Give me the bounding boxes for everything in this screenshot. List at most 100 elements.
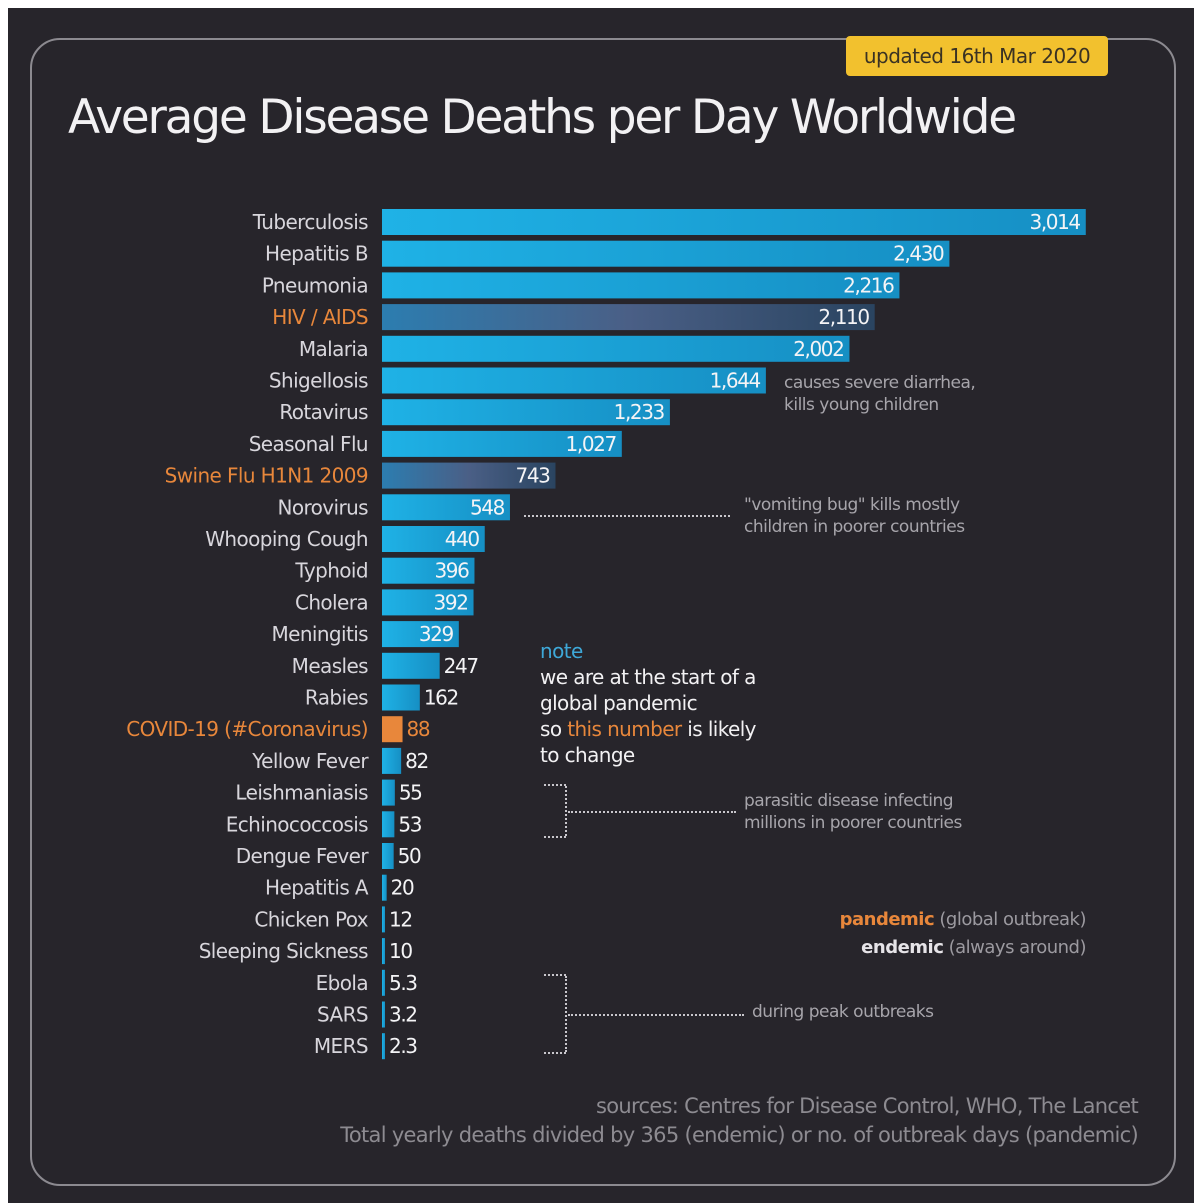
bar-cholera bbox=[382, 589, 474, 616]
bar-pneumonia bbox=[382, 272, 900, 299]
bracket-vertical bbox=[565, 786, 567, 836]
bracket-top bbox=[544, 784, 566, 786]
category-label: Pneumonia bbox=[262, 273, 368, 297]
bar-shigellosis bbox=[382, 367, 766, 394]
value-label: 329 bbox=[419, 622, 454, 646]
sources: sources: Centres for Disease Control, WH… bbox=[148, 1092, 1138, 1150]
category-label: Swine Flu H1N1 2009 bbox=[165, 464, 368, 488]
category-label: Ebola bbox=[316, 971, 368, 995]
value-label: 1,027 bbox=[566, 432, 617, 456]
bar-malaria bbox=[382, 335, 850, 362]
value-label: 55 bbox=[399, 781, 422, 805]
category-label: MERS bbox=[314, 1034, 368, 1058]
legend-endemic: endemic (always around) bbox=[768, 934, 1086, 962]
value-label: 1,233 bbox=[614, 400, 665, 424]
value-label: 2.3 bbox=[389, 1034, 417, 1058]
bar-rotavirus bbox=[382, 399, 670, 426]
parasitic-annotation: parasitic disease infecting millions in … bbox=[744, 790, 962, 834]
value-label: 2,002 bbox=[793, 337, 843, 361]
value-label: 20 bbox=[391, 876, 414, 900]
annotation-line: "vomiting bug" kills mostly bbox=[744, 495, 960, 515]
bracket-top bbox=[544, 974, 566, 976]
note-line: to change bbox=[540, 743, 635, 767]
bar-seasonal-flu bbox=[382, 430, 622, 457]
category-label: Whooping Cough bbox=[205, 527, 368, 551]
category-label: Leishmaniasis bbox=[235, 781, 368, 805]
category-label: Shigellosis bbox=[269, 369, 368, 393]
value-label: 53 bbox=[398, 812, 421, 836]
legend-endemic-key: endemic bbox=[861, 937, 944, 958]
value-label: 10 bbox=[389, 939, 412, 963]
value-label: 1,644 bbox=[710, 369, 761, 393]
category-label: Chicken Pox bbox=[254, 907, 368, 931]
category-label: Malaria bbox=[299, 337, 368, 361]
sources-note: Total yearly deaths divided by 365 (ende… bbox=[340, 1123, 1138, 1147]
note-text: is likely bbox=[681, 717, 756, 741]
value-label: 743 bbox=[516, 464, 551, 488]
bar-typhoid bbox=[382, 557, 475, 584]
value-label: 548 bbox=[470, 495, 505, 519]
bar-whooping-cough bbox=[382, 526, 485, 552]
category-label: HIV / AIDS bbox=[272, 305, 368, 329]
bar-yellow-fever bbox=[382, 747, 402, 774]
category-label: SARS bbox=[317, 1003, 368, 1027]
category-label: Rotavirus bbox=[279, 400, 368, 424]
value-label: 392 bbox=[434, 590, 468, 614]
value-label: 440 bbox=[445, 527, 480, 551]
bar-swine-flu-h1n1-2009 bbox=[382, 462, 556, 489]
value-label: 247 bbox=[444, 654, 479, 678]
parasitic-leader-line bbox=[568, 811, 736, 813]
bar-hiv-aids bbox=[382, 304, 875, 331]
bar-leishmaniasis bbox=[382, 779, 395, 806]
value-label: 396 bbox=[434, 559, 469, 583]
bar-dengue-fever bbox=[382, 843, 394, 869]
bracket-bottom bbox=[544, 1052, 566, 1054]
category-label: Echinococcosis bbox=[226, 812, 368, 836]
value-label: 3.2 bbox=[389, 1003, 417, 1027]
category-label: Meningitis bbox=[271, 622, 368, 646]
value-label: 50 bbox=[398, 844, 421, 868]
value-label: 5.3 bbox=[389, 971, 417, 995]
bar-hepatitis-b bbox=[382, 240, 950, 267]
category-label: Hepatitis A bbox=[265, 876, 369, 900]
category-label: Norovirus bbox=[277, 495, 368, 519]
chart-title: Average Disease Deaths per Day Worldwide bbox=[68, 90, 1017, 145]
bar-meningitis bbox=[382, 621, 459, 648]
bar-covid-19-coronavirus bbox=[382, 716, 403, 743]
category-label: Tuberculosis bbox=[252, 210, 368, 234]
bar-hepatitis-a bbox=[382, 874, 387, 901]
note-line: global pandemic bbox=[540, 691, 698, 715]
outbreaks-annotation: during peak outbreaks bbox=[752, 1002, 934, 1022]
legend: pandemic (global outbreak) endemic (alwa… bbox=[768, 906, 1087, 962]
bar-chicken-pox bbox=[382, 906, 385, 933]
value-label: 2,430 bbox=[893, 242, 944, 266]
annotation-line: children in poorer countries bbox=[744, 517, 965, 537]
bracket-bottom bbox=[544, 836, 566, 838]
category-label: COVID-19 (#Coronavirus) bbox=[126, 717, 368, 741]
bar-mers bbox=[382, 1033, 385, 1060]
legend-endemic-desc: (always around) bbox=[948, 937, 1087, 958]
category-label: Hepatitis B bbox=[265, 242, 368, 266]
annotation-line: causes severe diarrhea, bbox=[784, 373, 976, 393]
bracket-vertical bbox=[565, 976, 567, 1052]
norovirus-leader-line bbox=[524, 515, 730, 517]
value-label: 3,014 bbox=[1030, 210, 1081, 234]
bar-tuberculosis bbox=[382, 209, 1086, 235]
bar-echinococcosis bbox=[382, 811, 395, 838]
updated-badge: updated 16th Mar 2020 bbox=[846, 36, 1108, 76]
category-label: Seasonal Flu bbox=[249, 432, 368, 456]
value-label: 88 bbox=[407, 717, 430, 741]
note-title: note bbox=[540, 639, 583, 663]
annotation-line: millions in poorer countries bbox=[744, 813, 962, 833]
bar-chart: Tuberculosis 3,014 Hepatitis B 2,430 Pneumon… bbox=[126, 209, 1086, 1060]
annotation-line: parasitic disease infecting bbox=[744, 791, 954, 811]
annotation-line: kills young children bbox=[784, 395, 939, 415]
category-label: Rabies bbox=[305, 686, 368, 710]
note-box: note we are at the start of a global pan… bbox=[540, 638, 757, 768]
norovirus-annotation: "vomiting bug" kills mostly children in … bbox=[744, 494, 965, 538]
infographic: updated 16th Mar 2020 Average Disease De… bbox=[8, 8, 1194, 1203]
value-label: 2,216 bbox=[843, 273, 894, 297]
value-label: 12 bbox=[389, 907, 412, 931]
shigellosis-annotation: causes severe diarrhea, kills young chil… bbox=[784, 372, 976, 416]
bar-sleeping-sickness bbox=[382, 938, 385, 965]
